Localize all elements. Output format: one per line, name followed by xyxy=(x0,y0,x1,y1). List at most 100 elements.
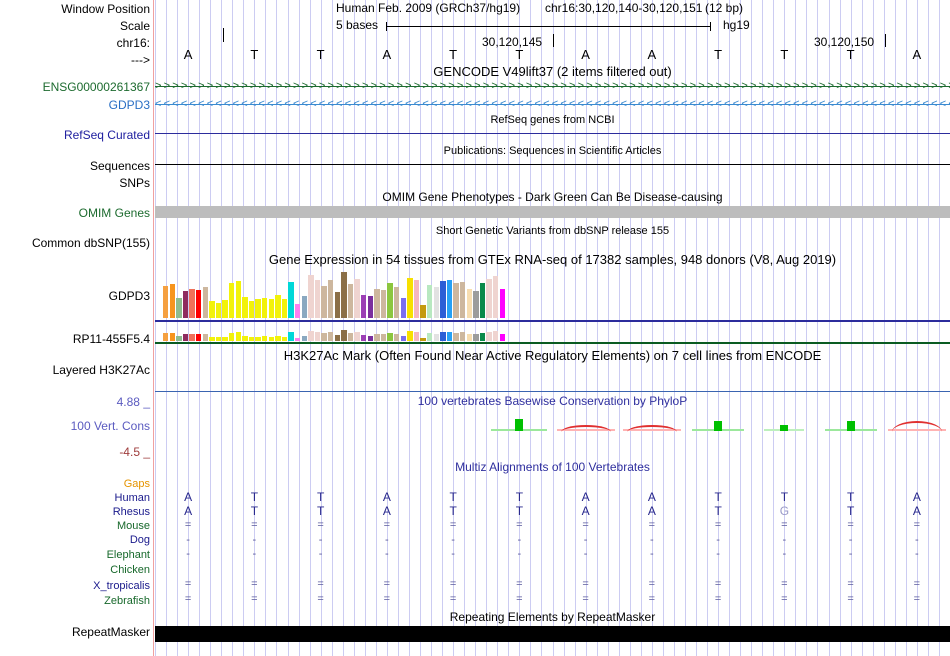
phylop-conservation-plot[interactable] xyxy=(155,415,950,445)
rp11-tissue-bar[interactable] xyxy=(182,334,189,341)
gtex-tissue-bar[interactable] xyxy=(334,291,340,318)
phylop-positive-bar[interactable] xyxy=(515,419,524,431)
gtex-tissue-bar[interactable] xyxy=(367,296,373,318)
repeatmasker-band[interactable] xyxy=(155,626,950,642)
sidebar-item-layered-h3k27ac[interactable]: Layered H3K27Ac xyxy=(52,363,150,377)
gtex-tissue-bar[interactable] xyxy=(262,298,268,318)
rp11-tissue-bar[interactable] xyxy=(321,333,327,341)
gtex-tissue-bar[interactable] xyxy=(486,278,492,318)
gtex-tissue-bar[interactable] xyxy=(394,287,400,318)
gtex-tissue-bar[interactable] xyxy=(453,283,459,318)
rp11-tissue-bar[interactable] xyxy=(460,332,466,341)
gtex-tissue-bar[interactable] xyxy=(347,284,354,318)
gtex-tissue-bar[interactable] xyxy=(275,295,281,318)
phylop-positive-bar[interactable] xyxy=(846,421,855,431)
rp11-tissue-bar[interactable] xyxy=(374,334,380,341)
align-label-x-tropicalis[interactable]: X_tropicalis xyxy=(93,580,150,592)
gtex-tissue-bar[interactable] xyxy=(301,296,307,318)
rp11-tissue-bar[interactable] xyxy=(328,332,334,341)
sidebar-item-rp11-455f5-4[interactable]: RP11-455F5.4 xyxy=(72,332,150,346)
gtex-tissue-bar[interactable] xyxy=(189,288,195,318)
rp11-tissue-bar[interactable] xyxy=(473,334,479,341)
gtex-tissue-bar[interactable] xyxy=(308,274,314,318)
phylop-positive-bar[interactable] xyxy=(714,421,723,431)
rp11-tissue-bar[interactable] xyxy=(262,336,268,341)
rp11-tissue-bar[interactable] xyxy=(420,337,426,341)
rp11-tissue-bar[interactable] xyxy=(400,336,406,341)
rp11-tissue-bar[interactable] xyxy=(433,333,439,341)
gtex-tissue-bar[interactable] xyxy=(407,277,413,318)
gtex-tissue-bar[interactable] xyxy=(433,287,439,318)
rp11-tissue-bar[interactable] xyxy=(288,332,294,341)
gtex-tissue-bar[interactable] xyxy=(499,288,505,318)
rp11-tissue-bar[interactable] xyxy=(446,332,453,341)
rp11-tissue-bar[interactable] xyxy=(341,329,347,341)
phylop-negative-arc[interactable] xyxy=(626,425,677,432)
omim-gray-band[interactable] xyxy=(155,206,950,218)
rp11-tissue-bar[interactable] xyxy=(499,334,505,341)
rp11-tissue-bar[interactable] xyxy=(196,334,202,341)
rp11-tissue-bar[interactable] xyxy=(295,337,301,341)
gtex-tissue-bar[interactable] xyxy=(479,283,486,318)
gtex-tissue-bar[interactable] xyxy=(222,300,228,318)
sidebar-item-common-dbsnp[interactable]: Common dbSNP(155) xyxy=(31,236,150,250)
rp11-tissue-bar[interactable] xyxy=(229,332,235,341)
sidebar-item-repeatmasker[interactable]: RepeatMasker xyxy=(71,625,150,639)
gtex-tissue-bar[interactable] xyxy=(400,298,406,318)
sidebar-item-gtex-gdpd3[interactable]: GDPD3 xyxy=(108,289,150,303)
gtex-tissue-bar[interactable] xyxy=(268,299,274,318)
rp11-tissue-bar[interactable] xyxy=(427,333,433,341)
rp11-tissue-bar[interactable] xyxy=(387,332,393,341)
alignment-row-mouse[interactable]: = = = = = = = = = = = = xyxy=(155,519,950,531)
rp11-tissue-bar[interactable] xyxy=(380,334,387,341)
phylop-negative-arc[interactable] xyxy=(560,425,611,432)
rp11-tissue-bar[interactable] xyxy=(248,336,255,341)
gtex-tissue-bar[interactable] xyxy=(440,281,446,318)
sidebar-item-snps[interactable]: SNPs xyxy=(119,176,150,190)
sidebar-item-gdpd3-gene[interactable]: GDPD3 xyxy=(108,98,150,112)
gtex-tissue-bar[interactable] xyxy=(341,272,347,318)
gtex-tissue-bar[interactable] xyxy=(473,290,479,318)
gtex-tissue-bar[interactable] xyxy=(196,289,202,318)
rp11-tissue-bar[interactable] xyxy=(308,330,314,341)
align-label-mouse[interactable]: Mouse xyxy=(116,520,150,532)
rp11-tissue-bar[interactable] xyxy=(215,337,222,341)
gtex-tissue-bar[interactable] xyxy=(321,286,327,318)
gtex-tissue-bar[interactable] xyxy=(361,294,367,318)
rp11-tissue-bar[interactable] xyxy=(169,332,175,341)
rp11-tissue-bar[interactable] xyxy=(275,335,281,341)
sidebar-item-ensg00000261367[interactable]: ENSG00000261367 xyxy=(42,80,150,94)
gtex-tissue-bar[interactable] xyxy=(460,282,466,318)
gtex-tissue-bar[interactable] xyxy=(427,285,433,318)
sidebar-item-refseq-curated[interactable]: RefSeq Curated xyxy=(63,128,150,142)
gtex-tissue-bar[interactable] xyxy=(202,287,208,318)
rp11-tissue-bar[interactable] xyxy=(361,335,367,341)
gtex-tissue-bar[interactable] xyxy=(288,282,294,318)
sidebar-item-100-vert-cons[interactable]: 100 Vert. Cons xyxy=(70,419,150,433)
rp11-tissue-bar[interactable] xyxy=(222,336,228,341)
rp11-tissue-bar[interactable] xyxy=(242,336,248,341)
alignment-row-elephant[interactable]: ------------ xyxy=(155,548,950,560)
rp11-tissue-bar[interactable] xyxy=(413,331,420,341)
align-label-elephant[interactable]: Elephant xyxy=(106,549,150,561)
align-label-zebrafish[interactable]: Zebrafish xyxy=(104,595,150,607)
gtex-tissue-bar[interactable] xyxy=(235,281,241,318)
rp11-tissue-bar[interactable] xyxy=(440,332,446,341)
gtex-tissue-bar[interactable] xyxy=(354,278,360,318)
rp11-tissue-bar[interactable] xyxy=(334,334,340,341)
sidebar-item-omim-genes[interactable]: OMIM Genes xyxy=(78,206,150,220)
align-label-chicken[interactable]: Chicken xyxy=(110,564,150,576)
gtex-tissue-bar[interactable] xyxy=(215,302,222,318)
gtex-tissue-bar[interactable] xyxy=(295,303,301,318)
gtex-tissue-bar[interactable] xyxy=(466,288,472,318)
gtex-bar-chart[interactable] xyxy=(155,270,950,318)
rp11-tissue-bar[interactable] xyxy=(486,331,492,341)
align-label-dog[interactable]: Dog xyxy=(129,534,150,546)
rp11-tissue-bar[interactable] xyxy=(281,336,288,341)
phylop-negative-arc[interactable] xyxy=(891,421,942,432)
rp11-tissue-bar[interactable] xyxy=(347,332,354,341)
phylop-positive-bar[interactable] xyxy=(780,425,789,431)
gtex-tissue-bar[interactable] xyxy=(255,299,261,318)
gtex-tissue-bar[interactable] xyxy=(229,283,235,318)
rp11-tissue-bar[interactable] xyxy=(479,332,486,341)
